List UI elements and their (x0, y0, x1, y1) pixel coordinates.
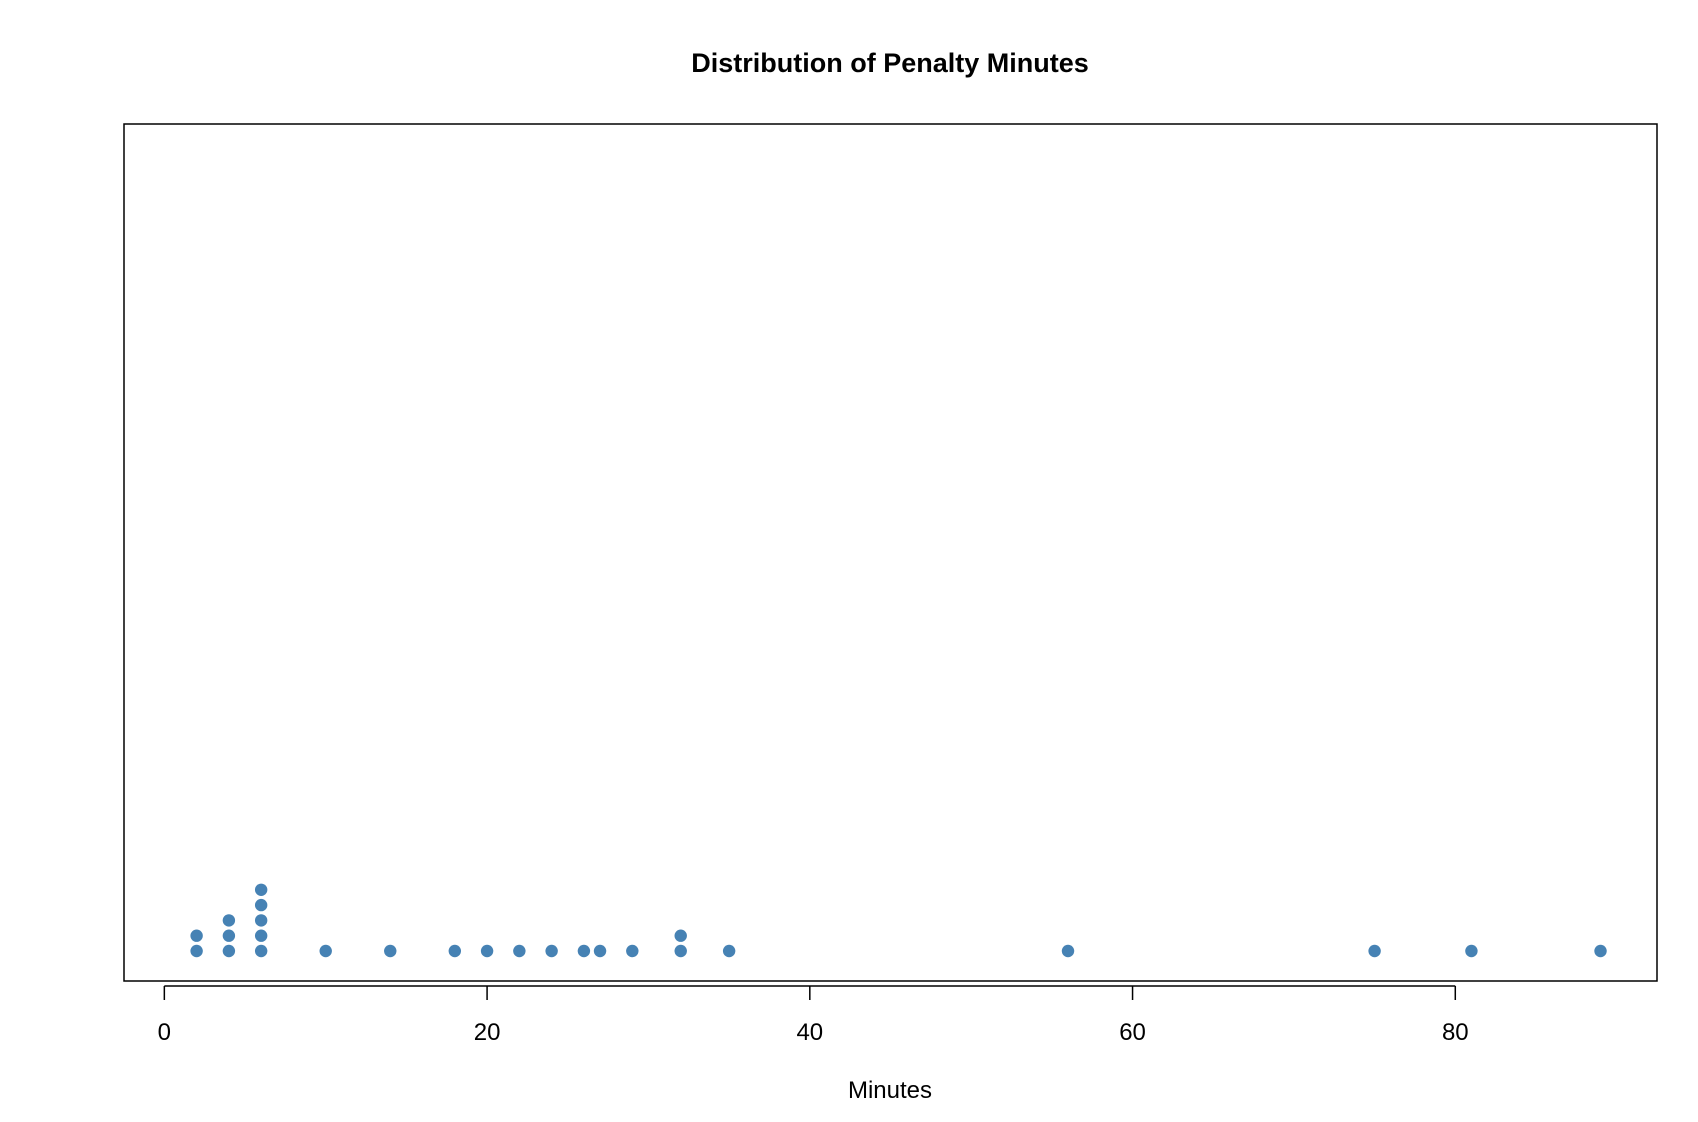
x-tick-label: 80 (1442, 1019, 1469, 1046)
data-points (190, 883, 1607, 958)
data-point (1368, 944, 1381, 958)
x-tick-label: 20 (474, 1019, 501, 1046)
x-axis-label: Minutes (848, 1077, 932, 1104)
data-point (254, 929, 268, 942)
data-point (254, 898, 268, 912)
data-point (222, 914, 236, 927)
x-tick-label: 0 (158, 1019, 171, 1046)
data-point (190, 944, 203, 958)
data-point (319, 944, 332, 958)
data-point (593, 944, 607, 958)
data-point (674, 929, 687, 942)
data-point (674, 944, 687, 958)
x-tick-label: 60 (1119, 1019, 1146, 1046)
data-point (222, 929, 236, 942)
data-point (1061, 944, 1075, 958)
data-point (626, 944, 639, 958)
x-tick-label: 40 (796, 1019, 823, 1046)
data-point (577, 944, 591, 958)
data-point (190, 929, 203, 942)
data-point (448, 944, 462, 958)
data-point (254, 944, 268, 958)
chart-title: Distribution of Penalty Minutes (691, 48, 1089, 78)
data-point (384, 944, 397, 958)
x-axis: 0 20 40 60 80 (158, 985, 1469, 1046)
data-point (545, 944, 558, 958)
data-point (722, 944, 736, 958)
data-point (254, 914, 268, 927)
data-point (513, 944, 526, 958)
data-point (1594, 944, 1607, 958)
data-point (222, 944, 236, 958)
data-point (254, 883, 268, 896)
plot-frame (123, 123, 1658, 982)
data-point (1465, 944, 1478, 958)
data-point (480, 944, 494, 958)
